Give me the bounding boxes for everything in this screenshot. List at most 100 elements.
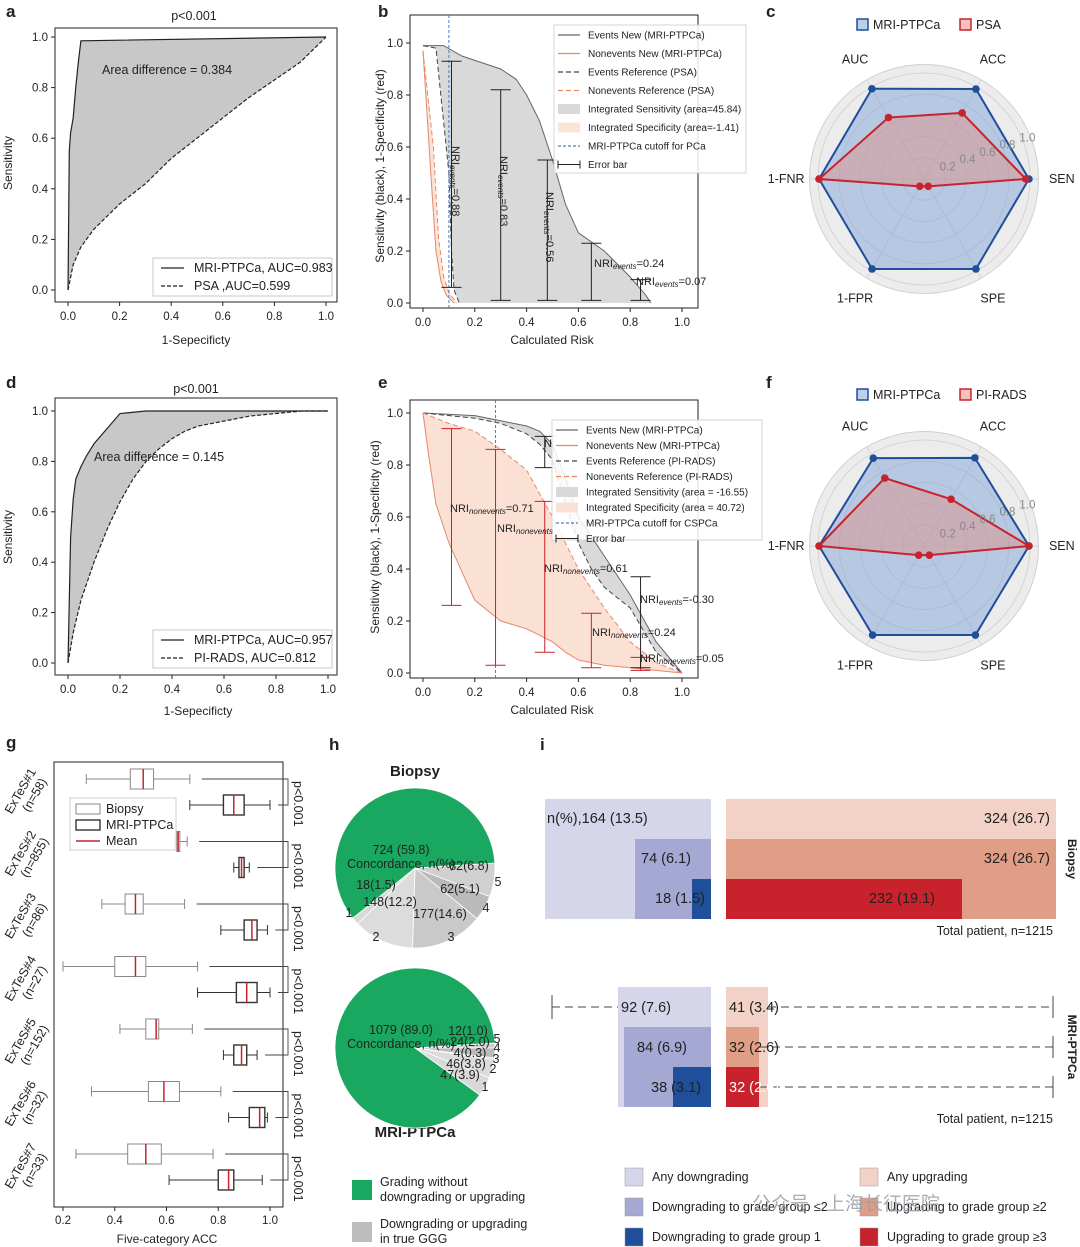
radar-point: [815, 542, 823, 550]
radar-axis-label: AUC: [842, 420, 868, 434]
bar-value: 232 (19.1): [869, 891, 935, 907]
legend-entry-line2: downgrading or upgrading: [380, 1190, 525, 1204]
nri-label: NRIevents=-0.30: [640, 594, 714, 607]
radar-axis-label: SPE: [980, 658, 1005, 672]
nri-label: NRInonevents=0.71: [450, 503, 534, 516]
radar-r-tick: 0.4: [960, 521, 977, 533]
radar-point: [915, 182, 924, 191]
legend-swatch: [959, 388, 972, 401]
x-tick-label: 0.2: [467, 687, 483, 699]
events-new-line: [423, 45, 652, 304]
x-tick-label: 0.8: [210, 1215, 226, 1227]
nonevents-new-line: [422, 50, 455, 304]
radar-axis-label: 1-FNR: [768, 539, 805, 553]
roc-chart-d: p<0.001 Area difference = 0.145 MRI-PTPCa…: [1, 382, 338, 718]
legend-entry: Error bar: [586, 534, 626, 545]
p-value-label: p<0.001: [291, 1031, 305, 1077]
nonevents-reference-line: [422, 412, 683, 674]
radar-axis-label: SPE: [980, 291, 1005, 305]
legend-swatch: [556, 487, 578, 497]
roc-line-reference: [67, 36, 327, 291]
radar-spoke: [866, 178, 925, 279]
legend-entry-line1: Grading without: [380, 1175, 468, 1189]
legend-frame: [551, 419, 763, 541]
panel-label-c: c: [766, 2, 775, 21]
x-axis-label: Five-category ACC: [117, 1232, 218, 1246]
y-tick-label: 1.0: [387, 38, 403, 50]
legend: MRI-PTPCa, AUC=0.983 PSA ,AUC=0.599: [152, 257, 333, 297]
radar-point: [815, 175, 823, 183]
legend: Events New (MRI-PTPCa) Nonevents New (MRI…: [551, 419, 763, 545]
x-tick-label: 1.0: [262, 1215, 278, 1227]
legend-swatch: [352, 1222, 372, 1242]
radar-chart-c: 0.2 0.40.60.8 1.0 AUC ACC SEN SPE 1-FPR 1-FNR MRI…: [768, 18, 1075, 305]
x-axis-label: Calculated Risk: [510, 333, 594, 347]
integrated-specificity-fill: [423, 413, 682, 673]
nri-chart-e: Calculated Risk Sensitivity (black), 1-S…: [368, 399, 763, 717]
pie-slice-value: 47(3.9): [440, 1068, 480, 1082]
legend-swatch: [558, 104, 580, 114]
integrated-sensitivity-fill: [423, 413, 682, 673]
radar-point: [868, 84, 876, 93]
pie-slice-0: [334, 967, 496, 1129]
y-tick-label: 0.2: [387, 246, 403, 258]
watermark-text: 公众号 · 上海长征医院: [752, 1193, 940, 1215]
legend-entry: Upgrading to grade group ≥3: [887, 1230, 1047, 1244]
legend-swatch: [959, 18, 972, 31]
legend-entry: Integrated Sensitivity (area=45.84): [588, 105, 741, 116]
x-tick-label: 0.6: [159, 1215, 175, 1227]
legend-entry: Upgrading to grade group ≥2: [887, 1200, 1047, 1214]
plot-frame: [54, 397, 338, 676]
x-tick-label: 1.0: [674, 317, 690, 329]
legend-entry: Nonevents New (MRI-PTPCa): [588, 49, 722, 60]
box-mri: [243, 919, 258, 941]
radar-point: [868, 265, 876, 273]
p-value-label: p<0.001: [291, 906, 305, 952]
legend-entry: Any upgrading: [887, 1170, 968, 1184]
p-value-label: p<0.001: [291, 1094, 305, 1140]
legend-entry: Downgrading to grade group 1: [652, 1230, 821, 1244]
area-difference-fill: [68, 411, 328, 663]
radar-r-tick: 0.2: [940, 161, 956, 173]
radar-axis-label: ACC: [980, 53, 1006, 67]
y-tick-label: 0.8: [387, 460, 403, 472]
legend-swatch: [75, 819, 101, 831]
pie-slice-label: 4: [483, 901, 490, 915]
x-tick-label: 0.0: [415, 687, 431, 699]
legend-entry: Nonevents Reference (PI-RADS): [586, 472, 733, 483]
box-mri: [248, 1106, 266, 1129]
x-tick-label: 0.8: [266, 311, 282, 323]
panel-label-h: h: [329, 735, 339, 754]
nri-label: NRInonevents=0.24: [592, 627, 676, 640]
pie-slice-label: 3: [448, 930, 455, 944]
y-tick-label: 0.6: [32, 507, 48, 519]
radar-spoke: [866, 79, 925, 180]
x-axis-label: 1-Sepecificty: [162, 333, 231, 347]
radar-spoke: [923, 79, 982, 180]
x-tick-label: 1.0: [318, 311, 334, 323]
pie-slice-value: 12(1.0): [448, 1024, 488, 1038]
y-tick-label: 0.4: [32, 557, 49, 569]
legend: Events New (MRI-PTPCa) Nonevents New (MRI…: [553, 24, 747, 174]
radar-point: [868, 631, 877, 639]
y-tick-label: 0.8: [387, 90, 403, 102]
legend-swatch: [352, 1180, 372, 1200]
pie-slice-2: [357, 867, 416, 949]
x-tick-label: 0.2: [112, 311, 128, 323]
x-tick-label: 0.8: [622, 687, 638, 699]
bar-value: 18 (1.5): [655, 891, 705, 907]
y-tick-label: 0.0: [387, 298, 403, 310]
box-biopsy: [114, 956, 147, 977]
x-axis-label: Calculated Risk: [510, 703, 594, 717]
y-tick-label: 0.0: [32, 285, 48, 297]
nri-label: NRInonevents: [497, 523, 553, 536]
pie-slice-value: 148(12.2): [363, 895, 417, 909]
legend-entry: Nonevents New (MRI-PTPCa): [586, 441, 720, 452]
legend-mri-ptpca: MRI-PTPCa, AUC=0.983: [194, 261, 333, 275]
radar-axis-label: SEN: [1049, 539, 1075, 553]
bar-value: 324 (26.7): [984, 851, 1050, 867]
pie-slice-value: 177(14.6): [413, 907, 467, 921]
legend-pi-rads: PI-RADS, AUC=0.812: [194, 651, 316, 665]
pie-slice-label: 5: [494, 1032, 501, 1046]
